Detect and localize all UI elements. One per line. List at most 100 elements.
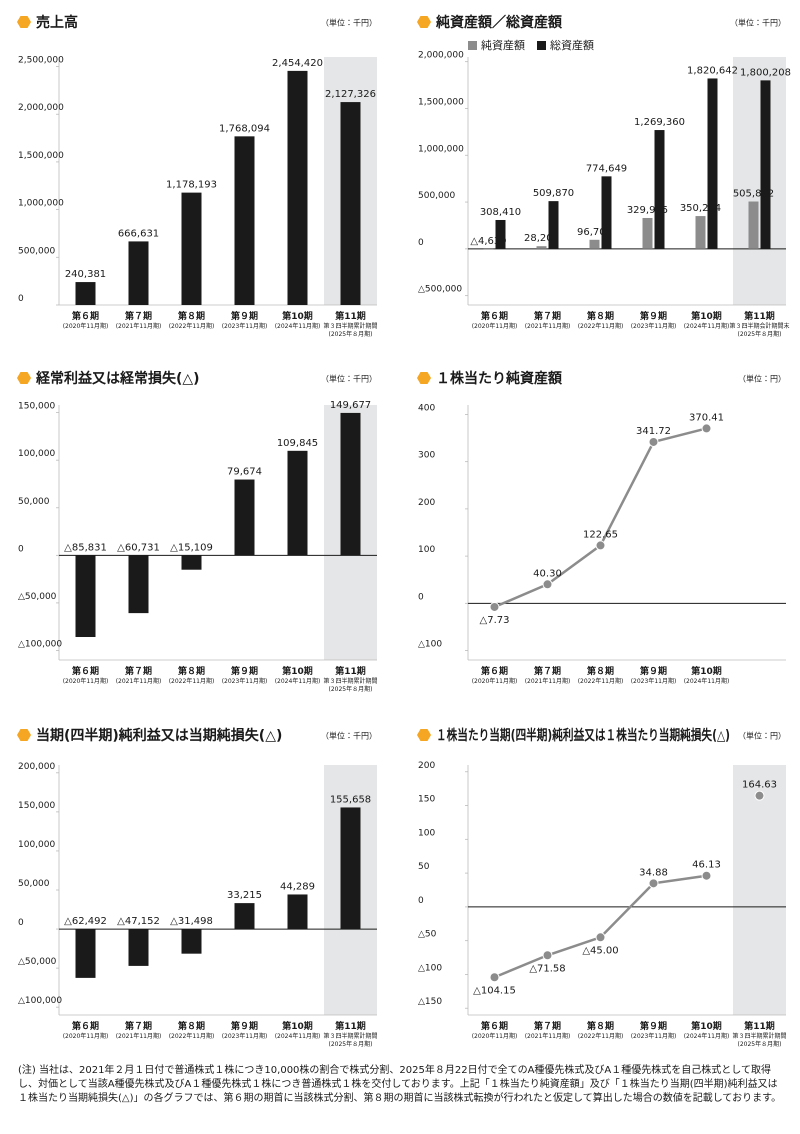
bar <box>287 70 308 305</box>
y-tick-label: 200 <box>418 498 435 508</box>
unit-label: （単位：円） <box>738 374 786 384</box>
x-tick-note: (2024年11月期) <box>275 1032 321 1040</box>
x-tick-note: (2024年11月期) <box>684 677 730 685</box>
y-tick-label: 150,000 <box>18 402 55 412</box>
x-tick-label: 第９期 <box>639 665 667 677</box>
value-label: △85,831 <box>64 542 107 553</box>
point <box>595 932 606 943</box>
x-tick-note: (2020年11月期) <box>472 1032 518 1040</box>
x-tick-label: 第11期 <box>743 1020 775 1032</box>
y-tick-label: 50,000 <box>18 497 50 507</box>
bar <box>695 216 706 249</box>
y-tick-label: 0 <box>18 544 24 554</box>
point <box>754 790 765 801</box>
bar <box>128 929 149 966</box>
y-tick-label: 400 <box>418 403 435 413</box>
x-tick-label: 第10期 <box>690 1020 722 1032</box>
x-tick-label: 第８期 <box>177 1020 205 1032</box>
legend-label: 純資産額 <box>481 38 525 52</box>
bar <box>75 929 96 978</box>
bar <box>287 450 308 556</box>
x-tick-note: (2023年11月期) <box>222 677 268 685</box>
y-tick-label: 100,000 <box>18 840 55 850</box>
chart-title: 経常利益又は経常損失(△) <box>35 370 200 387</box>
x-tick-note: (2024年11月期) <box>684 1032 730 1040</box>
y-tick-label: 0 <box>18 294 24 304</box>
x-tick-note: (2020年11月期) <box>63 1032 109 1040</box>
x-tick-note: (2021年11月期) <box>525 1032 571 1040</box>
bar <box>181 555 202 570</box>
x-tick-label: 第８期 <box>586 310 614 322</box>
bar <box>287 894 308 930</box>
y-tick-label: 300 <box>418 451 435 461</box>
y-tick-label: △500,000 <box>418 285 462 295</box>
y-tick-label: 1,000,000 <box>418 144 464 154</box>
bar <box>340 412 361 556</box>
x-tick-label: 第７期 <box>124 665 152 677</box>
title-icon <box>417 728 431 742</box>
x-tick-note: (2023年11月期) <box>222 322 268 330</box>
x-tick-note: (2022年11月期) <box>169 322 215 330</box>
x-tick-note: (2022年11月期) <box>578 322 624 330</box>
value-label: 1,800,208 <box>740 67 791 78</box>
value-label: 149,677 <box>330 400 371 411</box>
value-label: 666,631 <box>118 228 159 239</box>
value-label: 505,872 <box>733 189 774 200</box>
x-tick-label: 第11期 <box>334 1020 366 1032</box>
title-icon <box>417 371 431 385</box>
point <box>595 540 606 551</box>
x-tick-label: 第10期 <box>690 310 722 322</box>
y-tick-label: 1,500,000 <box>418 97 464 107</box>
legend-swatch <box>468 41 477 50</box>
title-icon <box>17 371 31 385</box>
y-tick-label: 0 <box>418 592 424 602</box>
value-label: △7.73 <box>480 615 510 626</box>
value-label: 350,214 <box>680 203 721 214</box>
value-label: △47,152 <box>117 916 160 927</box>
bar <box>760 80 771 249</box>
point <box>542 579 553 590</box>
y-tick-label: 150,000 <box>18 801 55 811</box>
x-tick-note: (2020年11月期) <box>472 677 518 685</box>
bar <box>181 929 202 954</box>
y-tick-label: 1,000,000 <box>18 199 64 209</box>
x-tick-label: 第６期 <box>480 310 508 322</box>
x-tick-note: (2025年８月期) <box>738 330 782 338</box>
chart-title: １株当たり純資産額 <box>436 370 563 387</box>
y-tick-label: 2,000,000 <box>18 103 64 113</box>
value-label: 1,269,360 <box>634 117 685 128</box>
x-tick-note: (2025年８月期) <box>329 685 373 693</box>
value-label: 329,925 <box>627 205 668 216</box>
x-tick-note: 第３四半期累計期間 <box>323 677 377 685</box>
bar <box>707 78 718 249</box>
chart-title: 当期(四半期)純利益又は当期純損失(△) <box>36 727 282 744</box>
bar <box>654 130 665 249</box>
x-tick-note: (2024年11月期) <box>275 322 321 330</box>
value-label: 370.41 <box>689 412 724 423</box>
value-label: 2,454,420 <box>272 58 323 69</box>
x-tick-note: (2020年11月期) <box>63 322 109 330</box>
value-label: 155,658 <box>330 794 371 805</box>
point <box>542 950 553 961</box>
value-label: 109,845 <box>277 438 318 449</box>
bar <box>340 807 361 930</box>
unit-label: （単位：円） <box>738 731 786 741</box>
x-tick-note: (2025年８月期) <box>329 1040 373 1048</box>
highlight-band <box>733 57 786 305</box>
bar <box>589 239 600 249</box>
x-tick-note: (2025年８月期) <box>738 1040 782 1048</box>
x-tick-label: 第７期 <box>533 665 561 677</box>
x-tick-note: (2020年11月期) <box>63 677 109 685</box>
y-tick-label: 100,000 <box>18 449 55 459</box>
value-label: 1,820,642 <box>687 65 738 76</box>
unit-label: （単位：千円） <box>321 731 377 741</box>
x-tick-label: 第９期 <box>230 310 258 322</box>
point <box>701 870 712 881</box>
x-tick-label: 第11期 <box>743 310 775 322</box>
value-label: △104.15 <box>473 985 516 996</box>
bar <box>234 136 255 305</box>
unit-label: （単位：千円） <box>730 18 786 28</box>
unit-label: （単位：千円） <box>321 374 377 384</box>
bar <box>181 192 202 305</box>
